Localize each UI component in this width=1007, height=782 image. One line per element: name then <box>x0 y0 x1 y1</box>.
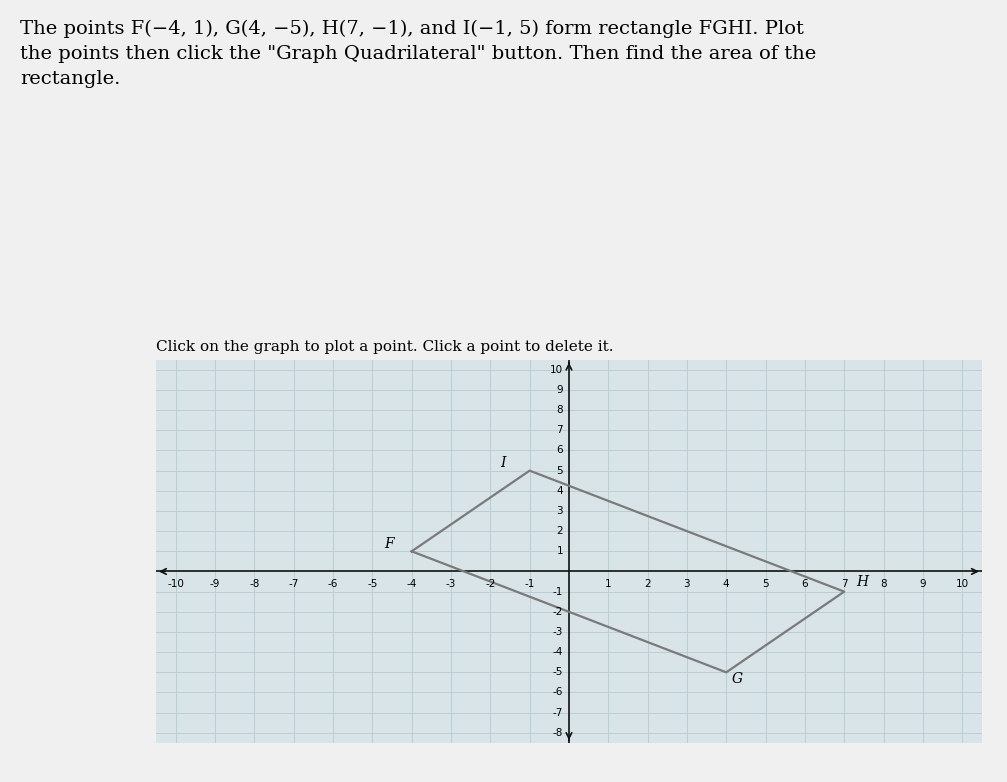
Text: -9: -9 <box>209 579 221 589</box>
Text: -4: -4 <box>407 579 417 589</box>
Text: 3: 3 <box>684 579 690 589</box>
Text: -6: -6 <box>328 579 338 589</box>
Text: -7: -7 <box>289 579 299 589</box>
Text: 7: 7 <box>557 425 563 436</box>
Text: 10: 10 <box>550 365 563 375</box>
Text: -3: -3 <box>553 627 563 637</box>
Text: -2: -2 <box>553 607 563 617</box>
Text: 8: 8 <box>557 405 563 415</box>
Text: 9: 9 <box>919 579 926 589</box>
Text: -8: -8 <box>249 579 260 589</box>
Text: 9: 9 <box>557 385 563 395</box>
Text: 5: 5 <box>557 465 563 475</box>
Text: F: F <box>384 537 394 551</box>
Text: -1: -1 <box>553 586 563 597</box>
Text: 5: 5 <box>762 579 769 589</box>
Text: -1: -1 <box>525 579 535 589</box>
Text: -5: -5 <box>553 667 563 677</box>
Text: -6: -6 <box>553 687 563 698</box>
Text: 8: 8 <box>880 579 887 589</box>
Text: -7: -7 <box>553 708 563 718</box>
Text: 10: 10 <box>956 579 969 589</box>
Text: 6: 6 <box>557 446 563 455</box>
Text: -2: -2 <box>485 579 495 589</box>
Text: Click on the graph to plot a point. Click a point to delete it.: Click on the graph to plot a point. Clic… <box>156 340 613 354</box>
Text: The points F(−4, 1), G(4, −5), H(7, −1), and I(−1, 5) form rectangle FGHI. Plot
: The points F(−4, 1), G(4, −5), H(7, −1),… <box>20 20 817 88</box>
Text: -3: -3 <box>446 579 456 589</box>
Text: 2: 2 <box>557 526 563 536</box>
Text: 4: 4 <box>557 486 563 496</box>
Text: -5: -5 <box>368 579 378 589</box>
Text: -10: -10 <box>167 579 184 589</box>
Text: -4: -4 <box>553 647 563 657</box>
Text: 1: 1 <box>557 547 563 556</box>
Text: 4: 4 <box>723 579 729 589</box>
Text: 3: 3 <box>557 506 563 516</box>
Text: G: G <box>732 673 743 687</box>
Text: 1: 1 <box>605 579 611 589</box>
Text: 7: 7 <box>841 579 848 589</box>
Text: I: I <box>500 456 506 470</box>
Text: 6: 6 <box>802 579 809 589</box>
Text: H: H <box>856 575 868 589</box>
Text: 2: 2 <box>644 579 651 589</box>
Text: -8: -8 <box>553 728 563 737</box>
